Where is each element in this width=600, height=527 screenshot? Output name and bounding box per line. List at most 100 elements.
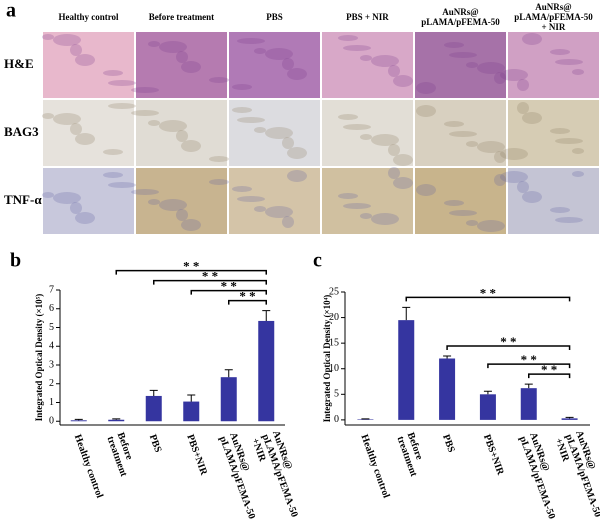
- micrograph: [508, 100, 599, 166]
- tissue-texture: [338, 193, 358, 199]
- micrograph: [229, 32, 320, 98]
- tissue-texture: [42, 113, 54, 119]
- tissue-texture: [131, 189, 159, 195]
- tissue-texture: [282, 216, 294, 228]
- tissue-texture: [360, 134, 372, 140]
- micrograph: [322, 100, 413, 166]
- tissue-texture: [393, 177, 413, 189]
- significance-label: * *: [480, 285, 496, 300]
- column-header: PBS + NIR: [346, 12, 389, 22]
- column-header: Before treatment: [149, 12, 214, 22]
- tissue-texture: [176, 209, 188, 221]
- tissue-texture: [70, 202, 82, 214]
- significance-bracket: [190, 289, 267, 295]
- x-tick-label: PBS+NIR: [481, 433, 506, 477]
- significance-bracket: [153, 279, 267, 285]
- tissue-texture: [181, 219, 201, 231]
- y-tick-label: 0: [334, 414, 339, 425]
- error-bar: [187, 394, 196, 402]
- tissue-texture: [466, 62, 478, 68]
- y-tick-label: 25: [329, 286, 339, 297]
- significance-label: * *: [541, 362, 557, 377]
- tissue-texture: [53, 34, 81, 46]
- micrograph: [229, 168, 320, 234]
- micrograph: [322, 168, 413, 234]
- tissue-texture: [53, 113, 81, 125]
- tissue-texture: [237, 38, 265, 44]
- tissue-texture: [282, 58, 294, 70]
- error-bar: [224, 369, 233, 378]
- tissue-texture: [159, 199, 187, 211]
- tissue-texture: [550, 49, 570, 55]
- significance-label: * *: [221, 279, 237, 294]
- micrograph: [508, 168, 599, 234]
- y-tick-label: 20: [329, 312, 339, 323]
- tissue-texture: [466, 141, 478, 147]
- tissue-texture: [148, 199, 160, 205]
- column-header: AuNRs@ pLAMA/pFEMA-50 + NIR: [514, 2, 593, 32]
- tissue-texture: [75, 54, 95, 66]
- tissue-texture: [572, 171, 584, 177]
- panel-label: b: [10, 250, 21, 272]
- tissue-texture: [466, 220, 478, 226]
- tissue-texture: [265, 206, 293, 218]
- tissue-texture: [416, 82, 436, 94]
- tissue-texture: [477, 141, 505, 153]
- bar: [398, 320, 415, 420]
- tissue-texture: [265, 48, 293, 60]
- tissue-texture: [449, 131, 477, 137]
- tissue-texture: [176, 130, 188, 142]
- y-tick-label: 0: [49, 416, 54, 427]
- tissue-texture: [338, 114, 358, 120]
- significance-bracket: [115, 269, 267, 275]
- tissue-texture: [500, 171, 528, 183]
- tissue-texture: [287, 147, 307, 159]
- micrograph: [415, 168, 506, 234]
- row-label: H&E: [4, 56, 34, 71]
- y-tick-label: 10: [329, 363, 339, 374]
- tissue-texture: [494, 151, 506, 163]
- bar: [520, 388, 537, 420]
- y-axis-label: Integrated Optical Density (×10⁵): [34, 294, 44, 422]
- tissue-texture: [148, 41, 160, 47]
- error-bar: [565, 416, 574, 419]
- tissue-texture: [371, 134, 399, 146]
- bar: [258, 320, 275, 422]
- tissue-texture: [500, 148, 528, 160]
- micrograph: [136, 100, 227, 166]
- tissue-texture: [449, 52, 477, 58]
- significance-bracket: [446, 345, 571, 350]
- tissue-texture: [555, 138, 583, 144]
- tissue-texture: [393, 75, 413, 87]
- tissue-texture: [555, 217, 583, 223]
- tissue-texture: [265, 127, 293, 139]
- significance-label: * *: [521, 352, 537, 367]
- tissue-texture: [103, 70, 123, 76]
- tissue-texture: [444, 200, 464, 206]
- tissue-texture: [232, 107, 252, 113]
- micrograph: [136, 32, 227, 98]
- tissue-texture: [517, 79, 529, 91]
- error-bar: [483, 390, 492, 395]
- x-tick-label: AuNRs@pLAMA/pFEMA-50+NIR: [249, 429, 310, 522]
- x-tick-label: Beforetreatment: [104, 431, 139, 479]
- micrograph: [43, 100, 134, 166]
- tissue-texture: [360, 55, 372, 61]
- micrograph: [43, 168, 134, 234]
- tissue-texture: [393, 154, 413, 166]
- tissue-texture: [388, 167, 400, 179]
- tissue-texture: [416, 184, 436, 196]
- tissue-texture: [131, 110, 159, 116]
- x-tick-label: PBS: [440, 433, 457, 454]
- tissue-texture: [517, 102, 529, 114]
- panel-label: a: [6, 0, 16, 22]
- micrograph: [322, 32, 413, 98]
- tissue-texture: [108, 103, 136, 109]
- tissue-texture: [70, 44, 82, 56]
- y-tick-label: 15: [329, 337, 339, 348]
- row-label: BAG3: [4, 124, 39, 139]
- tissue-texture: [282, 137, 294, 149]
- y-tick-label: 7: [49, 284, 54, 295]
- significance-bracket: [487, 363, 571, 369]
